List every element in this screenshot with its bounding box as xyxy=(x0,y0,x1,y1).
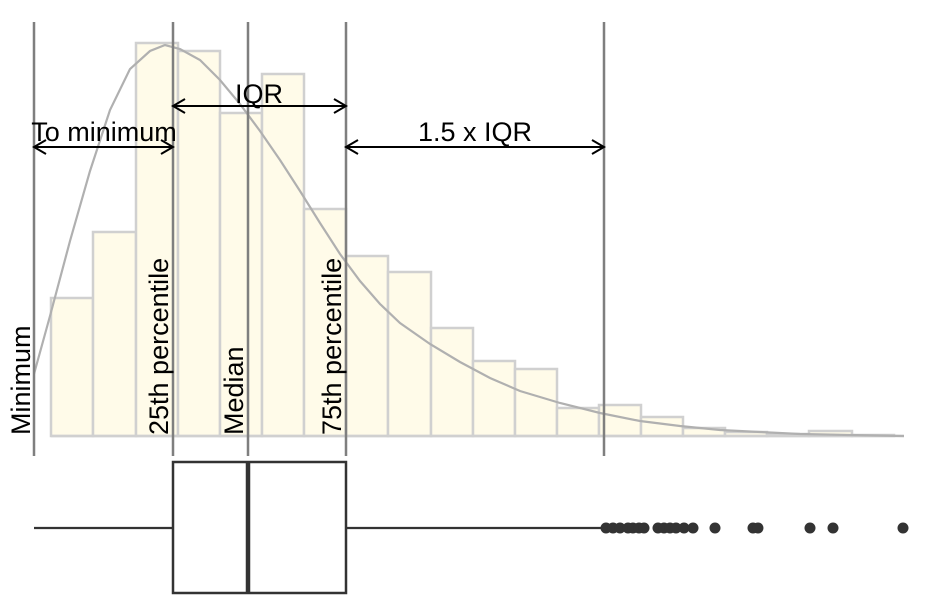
histogram-bar xyxy=(344,254,390,438)
outlier-point xyxy=(678,522,690,534)
one-point-five-iqr-label: 1.5 x IQR xyxy=(418,117,532,147)
outlier-point xyxy=(709,522,721,534)
histogram-bar xyxy=(260,72,306,438)
iqr-box xyxy=(171,460,348,595)
median-label: Median xyxy=(219,346,249,435)
outlier-point xyxy=(827,522,839,534)
75th-percentile-label: 75th percentile xyxy=(317,258,347,435)
histogram xyxy=(49,41,904,438)
outlier-point xyxy=(614,522,626,534)
double-arrow xyxy=(344,139,606,155)
outlier-point xyxy=(804,522,816,534)
arrow-head-left xyxy=(32,139,47,155)
outlier-point xyxy=(687,522,699,534)
boxplot xyxy=(34,460,909,595)
density-curve xyxy=(32,43,905,438)
iqr-label: IQR xyxy=(235,79,283,109)
outlier-point xyxy=(897,522,909,534)
histogram-bar xyxy=(429,326,475,438)
outlier-point xyxy=(638,522,650,534)
minimum-label: Minimum xyxy=(6,325,36,435)
histogram-bar xyxy=(91,230,138,438)
histogram-bar xyxy=(513,367,559,438)
double-arrow xyxy=(32,139,175,155)
reference-lines xyxy=(32,22,606,456)
histogram-bar xyxy=(386,270,433,438)
range-arrows xyxy=(32,98,606,155)
double-arrow xyxy=(171,98,348,114)
histogram-bar xyxy=(49,296,95,438)
arrow-head-right xyxy=(591,139,606,155)
histogram-bar xyxy=(176,49,222,438)
arrow-head-right xyxy=(333,98,348,114)
25th-percentile-label: 25th percentile xyxy=(144,258,174,435)
to-minimum-label: To minimum xyxy=(31,117,177,147)
arrow-head-right xyxy=(160,139,175,155)
arrow-head-left xyxy=(344,139,359,155)
outlier-point xyxy=(752,522,764,534)
arrow-head-left xyxy=(171,98,186,114)
outlier-point xyxy=(670,522,682,534)
